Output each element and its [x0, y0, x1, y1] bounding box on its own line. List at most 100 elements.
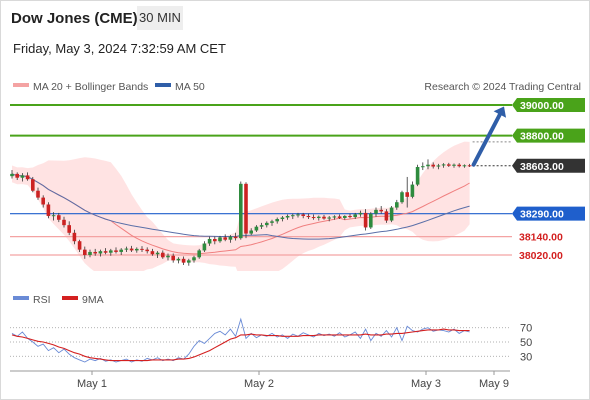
candle-body [426, 164, 430, 167]
candle-body [348, 215, 352, 218]
candle-body [301, 214, 305, 216]
candle [62, 216, 66, 228]
candle-body [41, 197, 45, 205]
candle [421, 162, 425, 171]
candle [202, 241, 207, 252]
candle-body [207, 238, 212, 244]
candle [207, 236, 212, 246]
candle [129, 245, 134, 252]
candle [249, 228, 253, 236]
candle-body [358, 212, 363, 215]
candle-body [83, 249, 87, 255]
candle-body [98, 251, 103, 254]
candle [369, 212, 373, 229]
candle-body [150, 251, 155, 255]
candle [426, 159, 430, 170]
level-label-resistance: 38800.00 [520, 131, 564, 143]
rsi-line [11, 317, 470, 363]
rsi-layer: 70 50 30 [10, 317, 532, 363]
candle-body [280, 217, 285, 220]
candle [109, 248, 113, 256]
candle [301, 212, 305, 219]
last-price-tag [512, 158, 585, 173]
chart-datetime: Friday, May 3, 2024 7:32:59 AM CET [13, 41, 226, 56]
candle-body [457, 164, 461, 167]
candle-body [88, 251, 92, 255]
x-tick-label: May 1 [77, 378, 107, 390]
candle-body [15, 173, 19, 178]
candle [114, 247, 118, 254]
rsi-legend-swatch [13, 296, 29, 300]
candle [306, 213, 311, 220]
level-tag-resistance [512, 128, 585, 143]
candle [25, 172, 30, 181]
candle [166, 253, 170, 261]
level-tag-pivot [512, 206, 585, 221]
candle [41, 195, 45, 208]
candle [171, 253, 175, 263]
rsi-legend-label: RSI [33, 294, 51, 306]
candle-body [155, 252, 160, 255]
candle [213, 236, 217, 245]
candle [467, 163, 472, 167]
candle-body [57, 215, 61, 220]
candle [15, 172, 19, 180]
candle [57, 212, 61, 223]
candle [36, 187, 40, 200]
candle-body [228, 236, 233, 240]
candle [441, 163, 446, 168]
candle [275, 217, 279, 224]
candle [67, 221, 71, 236]
price-legend: MA 20 + Bollinger Bands MA 50 Research ©… [13, 81, 581, 93]
candle [353, 212, 357, 220]
candle-body [270, 221, 274, 223]
candle [436, 163, 441, 170]
level-label-support: 38140.00 [519, 232, 563, 244]
candle-body [114, 250, 118, 252]
candle-body [124, 248, 129, 250]
candle [161, 250, 165, 259]
candle-body [317, 216, 321, 218]
candle [447, 162, 451, 167]
timeframe-selector[interactable]: 30 MIN [137, 6, 183, 30]
rsi-ma-legend-label: 9MA [82, 294, 104, 306]
candle [239, 181, 243, 240]
candle-body [62, 219, 66, 226]
candle-body [140, 248, 144, 250]
candle-body [285, 215, 290, 218]
rsi-tick-label: 70 [520, 323, 532, 335]
candle-body [452, 164, 456, 166]
candle [93, 248, 97, 256]
x-tick-label: May 3 [411, 378, 441, 390]
candle-body [145, 249, 149, 252]
candle [233, 232, 238, 241]
candle [332, 215, 337, 220]
candle-body [176, 258, 181, 261]
candle-body [244, 183, 248, 234]
candle-body [20, 175, 25, 178]
candle-body [31, 179, 35, 191]
candle-body [441, 164, 446, 166]
candle [457, 163, 461, 168]
candle [187, 258, 191, 266]
candle [410, 181, 415, 199]
candle-body [265, 222, 269, 226]
candle [223, 234, 227, 242]
candle-body [291, 215, 295, 217]
candle-body [254, 226, 259, 231]
candle [72, 229, 77, 245]
candle-body [431, 164, 435, 167]
candle-body [311, 217, 316, 219]
candle [415, 164, 420, 187]
bollinger-band-layer [12, 141, 470, 271]
candle [291, 213, 295, 220]
candle-body [410, 184, 415, 197]
candle [379, 206, 383, 214]
candle-body [369, 213, 373, 228]
candle [395, 199, 399, 210]
candle-body [72, 232, 77, 242]
candle [145, 247, 149, 254]
candle-body [400, 192, 404, 203]
candle-body [10, 173, 14, 177]
candle-body [233, 236, 238, 239]
